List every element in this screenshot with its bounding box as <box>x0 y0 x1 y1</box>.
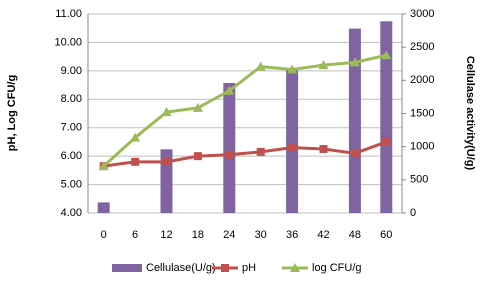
y2-tick-label: 1500 <box>410 107 434 119</box>
y2-axis-title: Cellulase activity(U/g) <box>464 56 476 171</box>
x-tick-label: 24 <box>223 229 235 241</box>
legend-label: log CFU/g <box>312 262 362 274</box>
y-tick-label: 4.00 <box>61 207 82 219</box>
line-marker <box>162 157 171 166</box>
line-marker <box>288 143 297 152</box>
line-marker <box>319 145 328 154</box>
line-marker <box>255 61 266 71</box>
y-tick-label: 10.00 <box>54 36 82 48</box>
y2-tick-label: 3000 <box>410 8 434 20</box>
y2-tick-label: 2500 <box>410 41 434 53</box>
bar <box>380 21 393 214</box>
line-marker <box>98 161 109 171</box>
line <box>103 140 387 168</box>
line-marker <box>256 147 265 156</box>
legend-marker <box>290 263 300 272</box>
y2-tick-label: 2000 <box>410 74 434 86</box>
y2-tick-label: 0 <box>410 207 416 219</box>
y2-tick-label: 1000 <box>410 141 434 153</box>
y-tick-label: 8.00 <box>61 93 82 105</box>
y-tick-label: 11.00 <box>55 8 82 20</box>
x-tick-label: 60 <box>380 229 392 241</box>
y2-tick-label: 500 <box>410 174 428 186</box>
x-tick-label: 0 <box>101 229 107 241</box>
bar <box>97 202 110 213</box>
line-marker <box>382 137 391 146</box>
x-tick-label: 30 <box>255 229 267 241</box>
x-tick-label: 6 <box>132 229 138 241</box>
y-axis-title: pH, Log CFU/g <box>6 75 18 151</box>
x-tick-label: 18 <box>192 229 204 241</box>
line-marker <box>161 107 172 117</box>
legend-swatch <box>112 264 142 272</box>
line-marker <box>381 50 392 60</box>
x-tick-label: 42 <box>317 229 329 241</box>
x-tick-label: 36 <box>286 229 298 241</box>
bar <box>286 70 299 213</box>
bar <box>348 28 361 213</box>
y-tick-label: 7.00 <box>61 122 82 134</box>
legend-label: pH <box>242 262 256 274</box>
legend-marker <box>221 264 229 272</box>
y-tick-label: 5.00 <box>61 178 82 190</box>
line-marker <box>318 60 329 70</box>
line-marker <box>224 85 235 95</box>
line-marker <box>350 149 359 158</box>
line-marker <box>287 64 298 74</box>
x-tick-label: 48 <box>349 229 361 241</box>
line-marker <box>225 150 234 159</box>
line-marker <box>130 132 141 142</box>
legend-label: Cellulase(U/g) <box>146 262 216 274</box>
line-marker <box>192 102 203 112</box>
bar <box>223 82 236 213</box>
y-tick-label: 9.00 <box>61 65 82 77</box>
line-marker <box>131 157 140 166</box>
line-marker <box>193 152 202 161</box>
line <box>102 53 387 168</box>
line-marker <box>349 57 360 67</box>
x-tick-label: 12 <box>160 229 172 241</box>
y-tick-label: 6.00 <box>61 150 82 162</box>
